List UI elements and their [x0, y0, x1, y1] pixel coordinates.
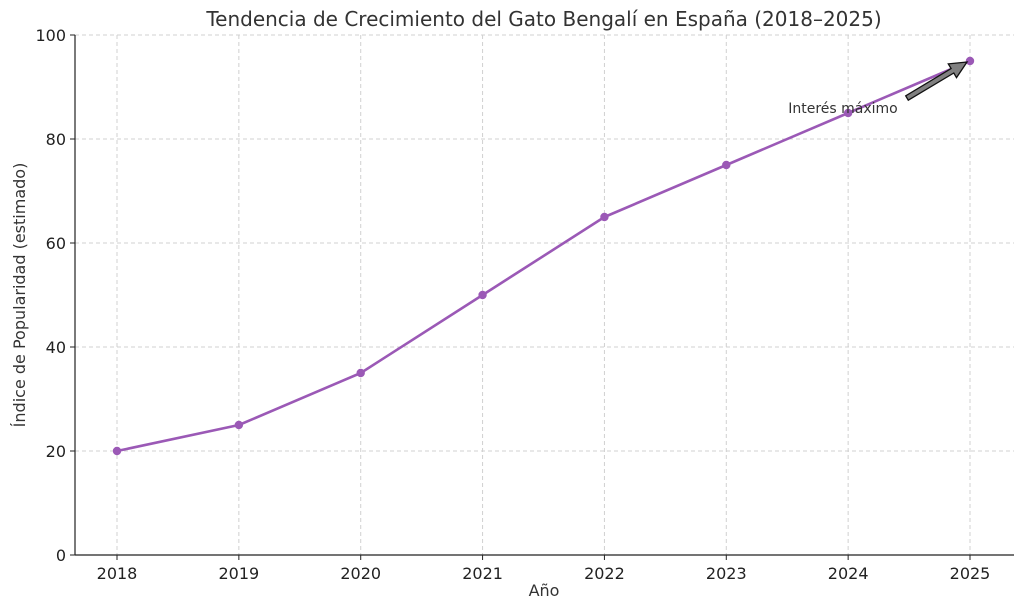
annotation-label: Interés máximo — [788, 101, 898, 117]
series — [112, 56, 975, 456]
x-tick-label: 2020 — [340, 564, 381, 583]
x-tick-label: 2025 — [950, 564, 991, 583]
y-tick-label: 80 — [46, 130, 66, 149]
x-tick-label: 2022 — [584, 564, 625, 583]
y-axis-label: Índice de Popularidad (estimado) — [10, 163, 29, 428]
x-tick-label: 2023 — [706, 564, 747, 583]
x-axis-label: Año — [529, 581, 560, 600]
axes — [74, 35, 1014, 556]
x-ticks: 2018 2019 2020 2021 2022 2023 2024 2025 — [97, 555, 991, 583]
annotations: Interés máximo — [788, 61, 969, 117]
data-point — [112, 446, 122, 456]
y-tick-label: 100 — [35, 26, 66, 45]
y-tick-label: 40 — [46, 338, 66, 357]
data-point — [600, 212, 609, 222]
data-point — [722, 160, 731, 170]
y-tick-label: 20 — [46, 442, 66, 461]
x-tick-label: 2019 — [218, 564, 259, 583]
x-tick-label: 2021 — [462, 564, 503, 583]
x-tick-label: 2018 — [97, 564, 138, 583]
annotation-arrow — [904, 61, 969, 102]
data-point — [234, 420, 244, 430]
y-tick-label: 60 — [46, 234, 66, 253]
y-ticks: 0 20 40 60 80 100 — [35, 26, 75, 565]
chart-title: Tendencia de Crecimiento del Gato Bengal… — [205, 7, 881, 31]
data-point — [965, 56, 975, 66]
series-line — [115, 59, 972, 453]
data-point — [843, 108, 853, 118]
data-point — [478, 290, 487, 300]
x-tick-label: 2024 — [828, 564, 869, 583]
y-tick-label: 0 — [56, 546, 66, 565]
data-point — [356, 368, 365, 378]
